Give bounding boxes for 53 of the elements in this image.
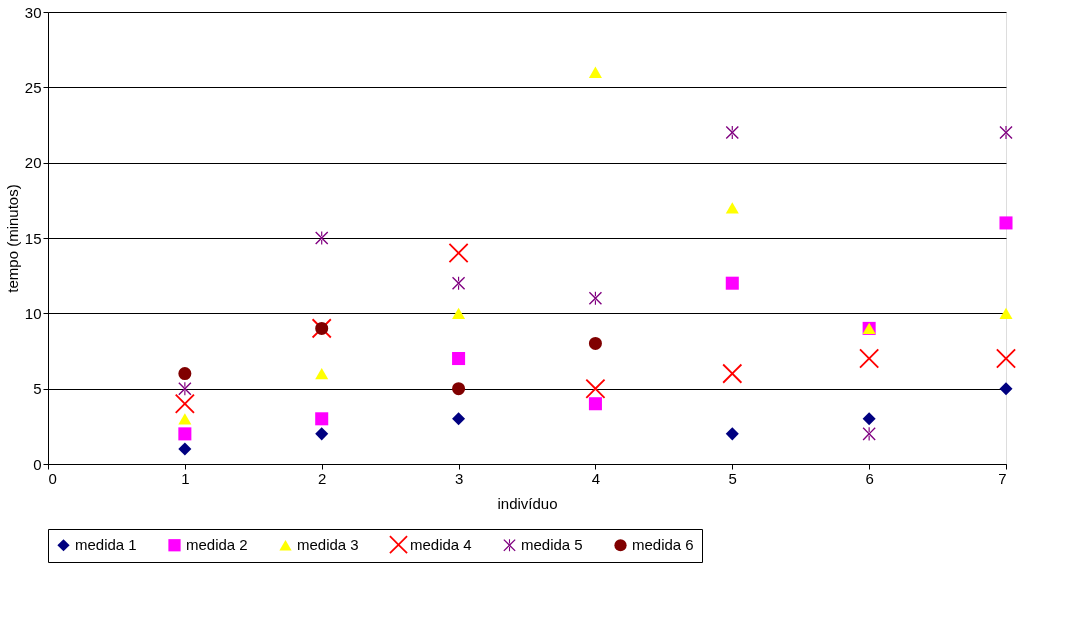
y-tick-label: 0 xyxy=(33,455,42,473)
y-tick-label: 5 xyxy=(33,380,42,398)
point xyxy=(588,66,602,78)
point xyxy=(315,231,329,245)
x-tick-label: 6 xyxy=(865,469,874,487)
x-tick-label: 7 xyxy=(998,469,1007,487)
point xyxy=(999,216,1013,230)
point xyxy=(178,442,192,456)
legend-label: medida 5 xyxy=(521,536,583,554)
point xyxy=(725,276,739,290)
point xyxy=(862,412,876,426)
point xyxy=(315,367,329,380)
point xyxy=(452,307,466,319)
x-tick-label: 4 xyxy=(591,469,601,487)
point xyxy=(725,427,739,441)
point xyxy=(178,382,192,396)
point xyxy=(999,382,1013,396)
legend-label: medida 3 xyxy=(297,536,359,554)
x-tick-label: 2 xyxy=(318,469,327,487)
point xyxy=(725,202,739,214)
point xyxy=(175,393,195,414)
legend-label: medida 1 xyxy=(75,536,137,554)
point xyxy=(999,307,1013,319)
legend-label: medida 2 xyxy=(186,536,248,554)
point xyxy=(315,427,329,441)
x-tick-label: 5 xyxy=(728,469,737,487)
y-tick-label: 25 xyxy=(24,78,42,96)
point xyxy=(452,382,466,396)
point xyxy=(178,367,192,381)
y-tick-label: 30 xyxy=(24,3,42,21)
legend-label: medida 6 xyxy=(632,536,694,554)
x-axis-title: indivíduo xyxy=(497,494,558,512)
point xyxy=(722,363,743,384)
x-tick-label: 3 xyxy=(454,469,464,487)
point xyxy=(452,412,466,426)
y-tick-label: 10 xyxy=(24,304,42,322)
point xyxy=(588,397,602,411)
point xyxy=(178,413,192,425)
point xyxy=(315,412,329,426)
point xyxy=(585,378,606,399)
point xyxy=(178,427,192,441)
x-tick-label: 1 xyxy=(181,469,190,487)
point xyxy=(452,276,466,290)
x-tick-label: 0 xyxy=(48,469,57,487)
point xyxy=(452,352,466,366)
point xyxy=(999,126,1013,140)
legend-label: medida 4 xyxy=(410,535,472,553)
y-axis-title: tempo (minutos) xyxy=(3,184,21,293)
y-tick-label: 20 xyxy=(24,154,42,172)
y-tick-label: 15 xyxy=(24,229,42,247)
point xyxy=(725,126,739,140)
point xyxy=(588,291,602,305)
point xyxy=(588,336,602,350)
